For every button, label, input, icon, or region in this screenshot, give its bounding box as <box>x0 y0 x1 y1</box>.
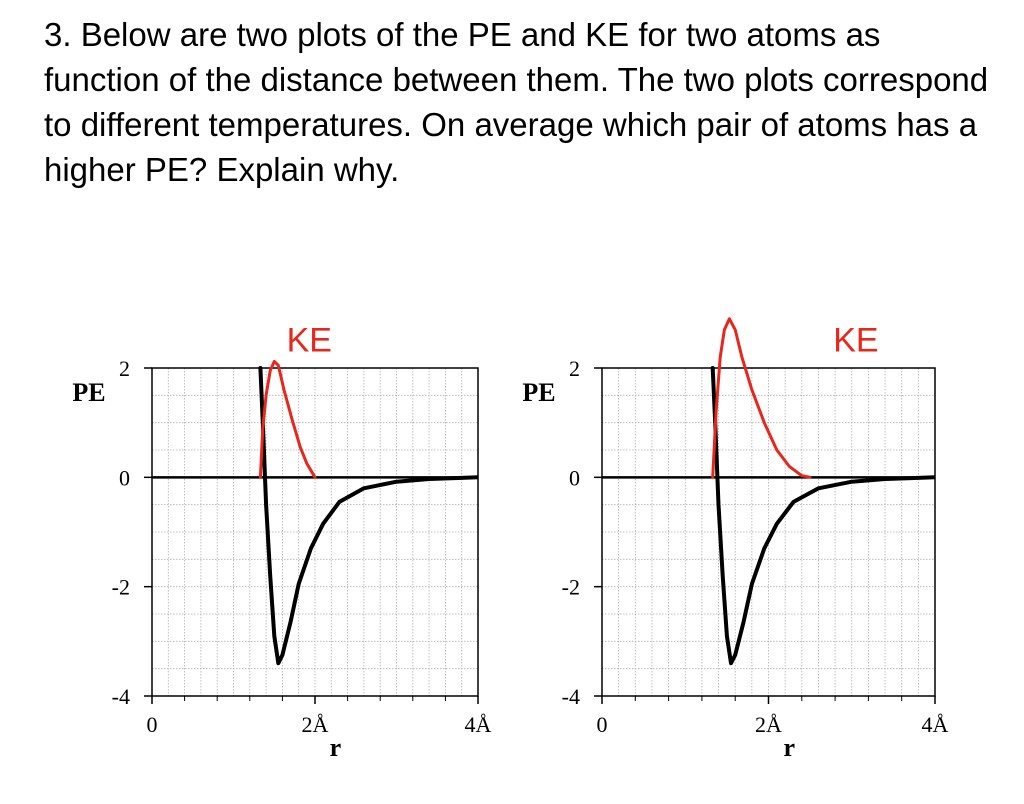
y-tick-label: 2 <box>119 356 130 381</box>
plot-panel-1: 2 0 -2 -4 0 2Å 4Å PE r KE <box>72 322 491 762</box>
ke-curve <box>258 359 317 479</box>
x-tick-label: 4Å <box>922 712 949 737</box>
plot-panel-2: 2 0 -2 -4 0 2Å 4Å PE r KE <box>522 317 949 762</box>
x-tick-label: 2Å <box>302 712 329 737</box>
question-text: 3. Below are two plots of the PE and KE … <box>44 16 989 188</box>
y-axis-label: PE <box>72 378 105 407</box>
y-tick-label: -4 <box>562 684 580 709</box>
y-tick-label: 0 <box>119 465 130 490</box>
ke-annotation: KE <box>833 322 878 360</box>
pe-curve <box>258 366 478 666</box>
x-tick-label: 4Å <box>465 712 492 737</box>
y-tick-label: -4 <box>112 684 130 709</box>
x-tick-label: 0 <box>147 712 158 737</box>
ke-annotation: KE <box>287 322 332 360</box>
y-tick-label: 0 <box>569 465 580 490</box>
pe-curve <box>710 366 935 666</box>
x-axis-label: r <box>330 733 342 762</box>
x-tick-label: 2Å <box>755 712 782 737</box>
y-tick-label: -2 <box>112 575 130 600</box>
x-axis-label: r <box>784 733 796 762</box>
y-tick-label: -2 <box>562 575 580 600</box>
y-tick-label: 2 <box>569 356 580 381</box>
ke-curve <box>711 317 812 479</box>
y-axis-label: PE <box>522 378 555 407</box>
x-tick-label: 0 <box>597 712 608 737</box>
